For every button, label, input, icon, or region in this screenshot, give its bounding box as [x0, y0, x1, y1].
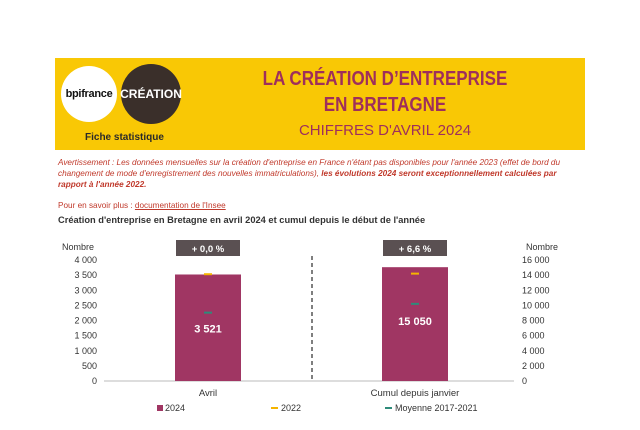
- bar-2024: [382, 267, 448, 381]
- right-tick-label: 10 000: [522, 300, 550, 310]
- insee-documentation-link[interactable]: documentation de l'Insee: [134, 201, 226, 210]
- learn-more-prefix: Pour en savoir plus :: [58, 201, 133, 210]
- category-label: Avril: [199, 388, 217, 399]
- evolution-label: + 6,6 %: [399, 244, 432, 255]
- right-tick-label: 6 000: [522, 331, 545, 341]
- learn-more: Pour en savoir plus : documentation de l…: [58, 201, 226, 210]
- legend-swatch-2024: [157, 405, 163, 411]
- right-tick-label: 16 000: [522, 255, 550, 265]
- legend-label-moyenne: Moyenne 2017-2021: [395, 403, 478, 413]
- creation-logo: CRÉATION: [120, 64, 182, 124]
- right-tick-label: 14 000: [522, 270, 550, 280]
- right-tick-label: 4 000: [522, 346, 545, 356]
- left-axis-label: Nombre: [62, 242, 94, 252]
- evolution-badge: [383, 240, 447, 256]
- bpifrance-logo: bpifrance: [61, 66, 117, 122]
- legend-label-2022: 2022: [281, 403, 301, 413]
- header-banner: bpifrance CRÉATION Fiche statistique LA …: [55, 58, 585, 150]
- right-tick-label: 2 000: [522, 361, 545, 371]
- category-label: Cumul depuis janvier: [371, 388, 460, 399]
- creation-chart: Nombre Nombre 0 500 1 000 1 500 2 000 2 500 3 00…: [62, 240, 558, 413]
- right-tick-label: 12 000: [522, 285, 550, 295]
- bar-2024: [175, 274, 241, 381]
- page-subtitle: CHIFFRES D'AVRIL 2024: [298, 122, 472, 139]
- fiche-label: Fiche statistique: [85, 132, 164, 143]
- right-tick-label: 8 000: [522, 316, 545, 326]
- warning-text: Avertissement : Les données mensuelles s…: [58, 157, 586, 190]
- left-tick-label: 2 000: [74, 316, 97, 326]
- page-title-line2: EN BRETAGNE: [323, 94, 447, 116]
- right-axis-label: Nombre: [526, 242, 558, 252]
- left-tick-label: 3 500: [74, 270, 97, 280]
- left-tick-label: 500: [82, 361, 97, 371]
- right-tick-label: 0: [522, 376, 527, 386]
- bar-value-label: 15 050: [398, 316, 432, 328]
- evolution-badge: [176, 240, 240, 256]
- legend-label-2024: 2024: [165, 403, 185, 413]
- left-tick-label: 0: [92, 376, 97, 386]
- left-tick-label: 1 500: [74, 331, 97, 341]
- evolution-label: + 0,0 %: [192, 244, 225, 255]
- bar-value-label: 3 521: [194, 323, 222, 335]
- chart-title: Création d'entreprise en Bretagne en avr…: [58, 215, 426, 225]
- left-tick-label: 4 000: [74, 255, 97, 265]
- left-tick-label: 1 000: [74, 346, 97, 356]
- left-tick-label: 2 500: [74, 300, 97, 310]
- left-tick-label: 3 000: [74, 285, 97, 295]
- warning-normal: Avertissement : Les données mensuelles s…: [58, 158, 561, 178]
- page-title-line1: LA CRÉATION D’ENTREPRISE: [262, 68, 508, 90]
- warning-bold: les évolutions 2024 seront exceptionnell…: [58, 169, 557, 189]
